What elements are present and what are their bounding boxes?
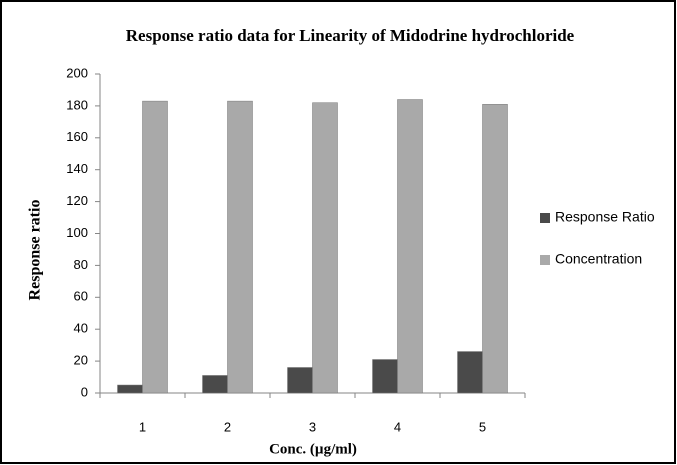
bar [397,99,423,394]
y-tick-label: 160 [66,129,88,144]
x-tick-label: 1 [139,419,146,434]
y-tick-label: 140 [66,161,88,176]
x-tick-label: 4 [394,419,401,434]
y-tick-label: 100 [66,225,88,240]
legend-label: Concentration [555,251,642,267]
bar [142,100,168,394]
chart-title: Response ratio data for Linearity of Mid… [126,26,575,45]
bar [287,367,313,394]
y-tick-label: 80 [74,257,88,272]
legend-swatch [540,255,550,265]
y-tick-label: 20 [74,353,88,368]
y-tick-label: 60 [74,289,88,304]
legend-swatch [540,213,550,223]
x-tick-label: 3 [309,419,316,434]
x-axis-label: Conc. (µg/ml) [269,441,357,457]
bar [457,351,483,394]
y-tick-label: 0 [81,384,88,399]
y-tick-label: 120 [66,193,88,208]
legend-label: Response Ratio [555,209,655,225]
bar [202,375,228,394]
y-tick-label: 40 [74,321,88,336]
bar [312,102,338,394]
bar [227,100,253,394]
y-axis-label: Response ratio [27,200,44,301]
x-tick-label: 2 [224,419,231,434]
y-tick-label: 180 [66,97,88,112]
bar [117,384,143,394]
bar [372,359,398,394]
x-tick-label: 5 [479,419,486,434]
bar [482,104,508,394]
y-tick-label: 200 [66,65,88,80]
